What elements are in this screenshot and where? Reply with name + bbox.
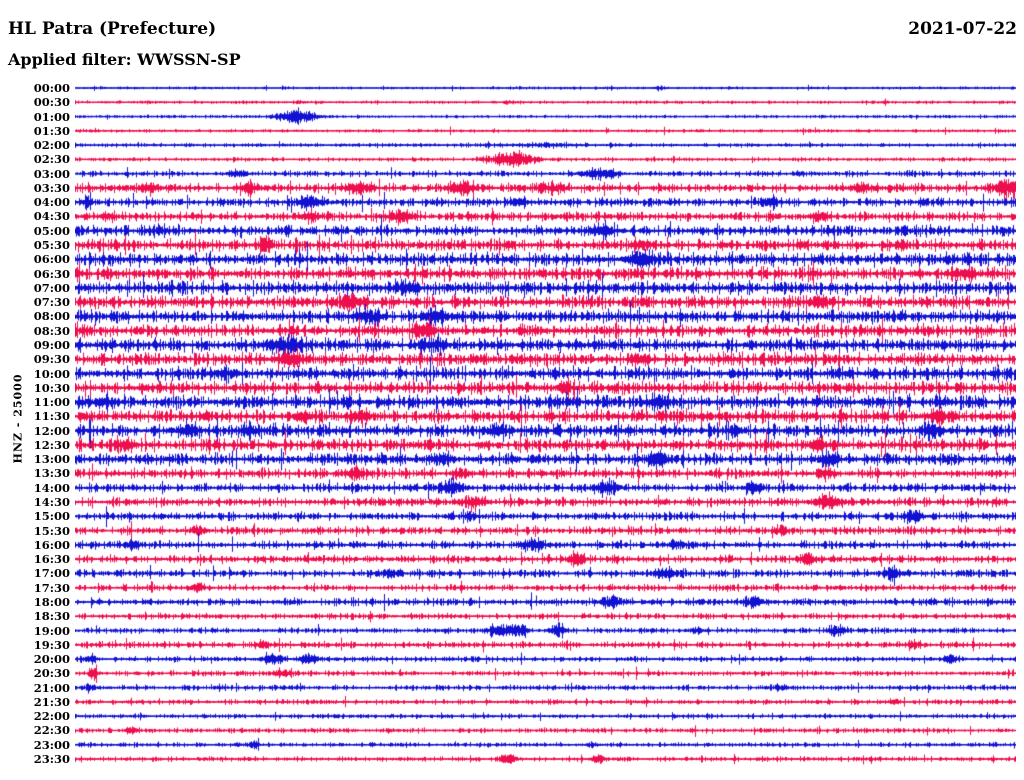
time-tick-label: 11:30 <box>33 409 70 424</box>
time-tick-label: 21:30 <box>33 694 70 709</box>
time-tick-label: 06:00 <box>33 252 70 267</box>
time-tick-label: 00:30 <box>33 95 70 110</box>
time-tick-label: 16:00 <box>33 537 70 552</box>
time-tick-label: 07:00 <box>33 280 70 295</box>
time-tick-label: 08:30 <box>33 323 70 338</box>
time-tick-label: 13:00 <box>33 452 70 467</box>
time-tick-label: 01:00 <box>33 109 70 124</box>
time-tick-label: 03:00 <box>33 166 70 181</box>
time-tick-label: 05:00 <box>33 223 70 238</box>
time-tick-label: 09:30 <box>33 352 70 367</box>
time-tick-label: 03:30 <box>33 180 70 195</box>
time-tick-label: 12:00 <box>33 423 70 438</box>
time-tick-label: 14:30 <box>33 495 70 510</box>
time-tick-label: 02:00 <box>33 138 70 153</box>
time-tick-label: 22:00 <box>33 709 70 724</box>
time-tick-label: 19:00 <box>33 623 70 638</box>
time-tick-label: 06:30 <box>33 266 70 281</box>
time-tick-label: 00:00 <box>33 81 70 95</box>
time-tick-label: 10:30 <box>33 380 70 395</box>
time-tick-label: 20:00 <box>33 652 70 667</box>
time-tick-label: 15:00 <box>33 509 70 524</box>
time-tick-label: 11:00 <box>33 395 70 410</box>
time-tick-label: 04:30 <box>33 209 70 224</box>
seismogram-traces <box>75 80 1016 780</box>
time-tick-label: 09:00 <box>33 337 70 352</box>
time-tick-label: 23:00 <box>33 737 70 752</box>
time-tick-label: 15:30 <box>33 523 70 538</box>
time-tick-label: 12:30 <box>33 437 70 452</box>
date-label: 2021-07-22 <box>908 19 1017 39</box>
time-tick-label: 18:30 <box>33 609 70 624</box>
time-tick-label: 17:00 <box>33 566 70 581</box>
time-tick-label: 02:30 <box>33 152 70 167</box>
time-tick-label: 01:30 <box>33 123 70 138</box>
page-title: HL Patra (Prefecture) <box>8 19 217 39</box>
time-tick-label: 10:00 <box>33 366 70 381</box>
filter-label: Applied filter: WWSSN-SP <box>8 50 241 69</box>
time-tick-label: 05:30 <box>33 238 70 253</box>
time-axis: 00:00 00:30 01:00 01:30 02:00 02:30 03:00 03:30… <box>0 0 72 780</box>
time-tick-label: 16:30 <box>33 552 70 567</box>
time-tick-label: 18:00 <box>33 594 70 609</box>
time-tick-label: 17:30 <box>33 580 70 595</box>
time-tick-label: 19:30 <box>33 637 70 652</box>
time-tick-label: 20:30 <box>33 666 70 681</box>
time-tick-label: 08:00 <box>33 309 70 324</box>
time-tick-label: 04:00 <box>33 195 70 210</box>
time-tick-label: 23:30 <box>33 752 70 767</box>
time-tick-label: 14:00 <box>33 480 70 495</box>
time-tick-label: 21:00 <box>33 680 70 695</box>
time-tick-label: 22:30 <box>33 723 70 738</box>
time-tick-label: 07:30 <box>33 295 70 310</box>
time-tick-label: 13:30 <box>33 466 70 481</box>
